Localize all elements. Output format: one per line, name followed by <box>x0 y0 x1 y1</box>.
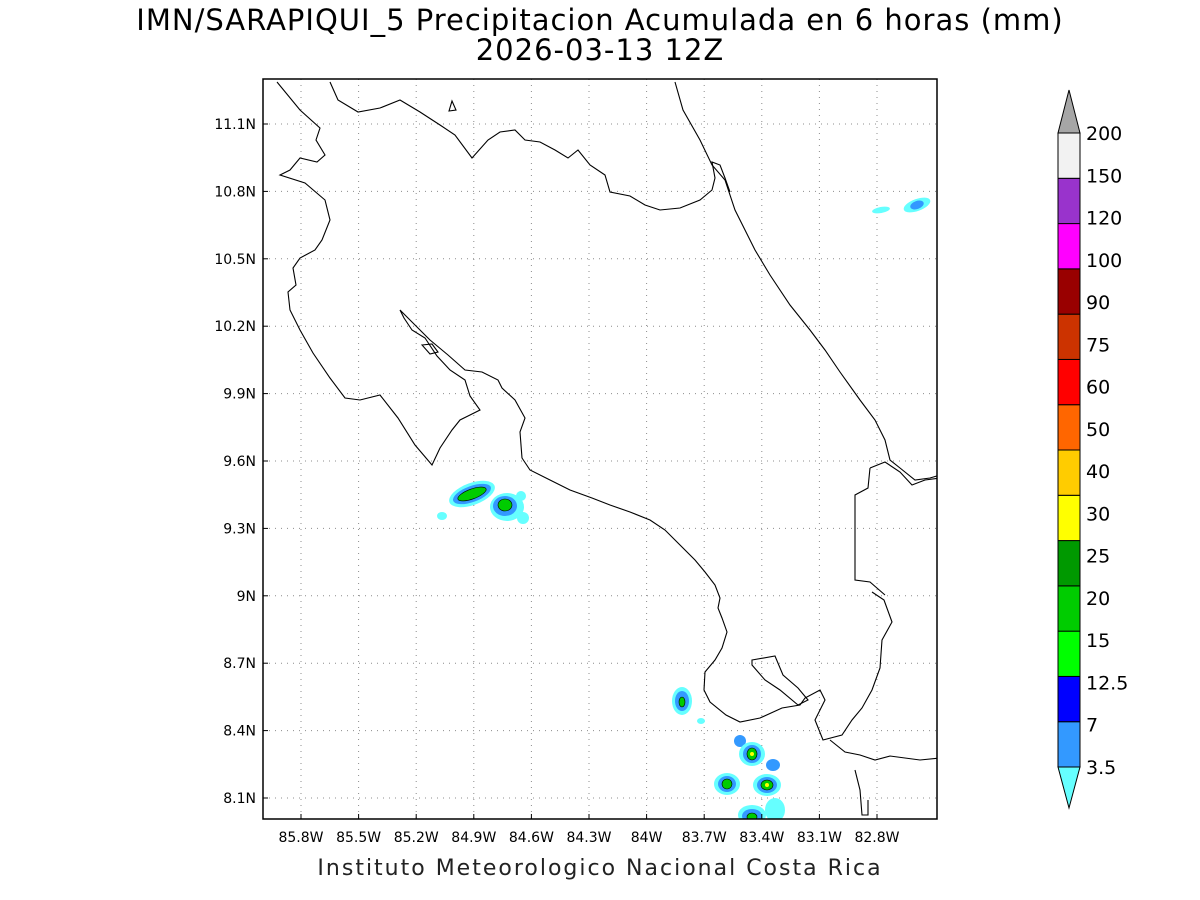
colorbar-level-label: 12.5 <box>1086 672 1128 694</box>
colorbar-swatch <box>1057 540 1081 587</box>
lat-tick-label: 10.2N <box>214 319 256 335</box>
colorbar-level-label: 15 <box>1086 630 1110 652</box>
colorbar: 3.5 7 12.5 15 20 25 30 40 50 60 75 90 100 120 150 200 <box>1057 89 1128 810</box>
lon-tick-label: 84.6W <box>509 830 554 846</box>
colorbar-level-label: 200 <box>1086 123 1122 145</box>
chart-title: IMN/SARAPIQUI_5 Precipitacion Acumulada … <box>136 3 1064 37</box>
lon-tick-label: 84.3W <box>566 830 611 846</box>
colorbar-upper-arrow <box>1057 89 1081 134</box>
colorbar-level-label: 150 <box>1086 165 1122 187</box>
lon-tick-label: 83.7W <box>682 830 727 846</box>
colorbar-swatch <box>1057 358 1081 406</box>
rain-area-osa-north <box>672 687 705 724</box>
rain-area-caribbean-ne <box>872 197 931 214</box>
chart-subtitle-date: 2026-03-13 12Z <box>475 33 725 67</box>
colorbar-level-label: 7 <box>1086 715 1098 737</box>
colorbar-swatch <box>1057 675 1081 723</box>
colorbar-level-label: 100 <box>1086 250 1122 272</box>
colorbar-level-label: 50 <box>1086 419 1110 441</box>
caribbean-coast <box>674 81 937 481</box>
lat-tick-label: 10.8N <box>214 184 256 200</box>
lake-nicaragua-islet <box>448 99 457 112</box>
lon-tick-label: 84W <box>631 830 663 846</box>
rain-area-guanacaste-sw-2 <box>490 491 529 524</box>
colorbar-swatch <box>1057 313 1081 360</box>
lon-tick-label: 82.8W <box>854 830 899 846</box>
colorbar-swatch <box>1057 268 1081 315</box>
lon-tick-label: 84.9W <box>451 830 496 846</box>
panama-border <box>854 461 937 596</box>
colorbar-level-label: 60 <box>1086 377 1110 399</box>
lon-tick-label: 85.5W <box>336 830 381 846</box>
colorbar-swatch <box>1057 721 1081 768</box>
colorbar-level-label: 120 <box>1086 208 1122 230</box>
colorbar-level-label: 25 <box>1086 546 1110 568</box>
nicaragua-border <box>329 81 731 211</box>
lat-tick-label: 8.7N <box>223 656 256 672</box>
colorbar-level-label: 40 <box>1086 461 1110 483</box>
colorbar-swatch <box>1057 404 1081 451</box>
rain-area-guanacaste-sw <box>437 480 495 520</box>
colorbar-swatch <box>1057 132 1081 179</box>
colorbar-swatch <box>1057 177 1081 225</box>
colorbar-level-label: 3.5 <box>1086 757 1116 779</box>
colorbar-level-label: 75 <box>1086 334 1110 356</box>
map-frame <box>262 78 938 820</box>
institution-credit: Instituto Meteorologico Nacional Costa R… <box>317 856 883 881</box>
lat-tick-label: 9.6N <box>223 454 256 470</box>
osa-gulf-coast <box>751 655 809 706</box>
lat-tick-label: 8.1N <box>223 791 256 807</box>
coastline-west-pacific <box>276 81 893 741</box>
coastline-borders <box>276 81 937 816</box>
colorbar-swatch <box>1057 630 1081 677</box>
lat-tick-label: 8.4N <box>223 724 256 740</box>
rain-area-osa-south <box>714 735 785 819</box>
lon-tick-label: 83.1W <box>797 830 842 846</box>
lat-tick-label: 9N <box>237 589 256 605</box>
burica-coast <box>829 739 937 816</box>
axis-labels: 11.1N 10.8N 10.5N 10.2N 9.9N 9.6N 9.3N 9N 8.7N 8.… <box>214 117 899 846</box>
colorbar-level-label: 20 <box>1086 588 1110 610</box>
colorbar-level-label: 30 <box>1086 503 1110 525</box>
graticule <box>263 79 937 819</box>
colorbar-swatch <box>1057 585 1081 632</box>
lon-tick-label: 83.4W <box>739 830 784 846</box>
nicoya-islet <box>420 343 439 355</box>
colorbar-swatch <box>1057 223 1081 270</box>
lat-tick-label: 11.1N <box>214 117 256 133</box>
colorbar-swatch <box>1057 494 1081 542</box>
lat-tick-label: 9.3N <box>223 521 256 537</box>
colorbar-lower-arrow <box>1057 766 1081 810</box>
colorbar-level-label: 90 <box>1086 292 1110 314</box>
precipitation-field <box>437 197 931 819</box>
lat-tick-label: 9.9N <box>223 387 256 403</box>
colorbar-swatch <box>1057 449 1081 496</box>
lon-tick-label: 85.8W <box>278 830 323 846</box>
lon-tick-label: 85.2W <box>394 830 439 846</box>
lat-tick-label: 10.5N <box>214 252 256 268</box>
